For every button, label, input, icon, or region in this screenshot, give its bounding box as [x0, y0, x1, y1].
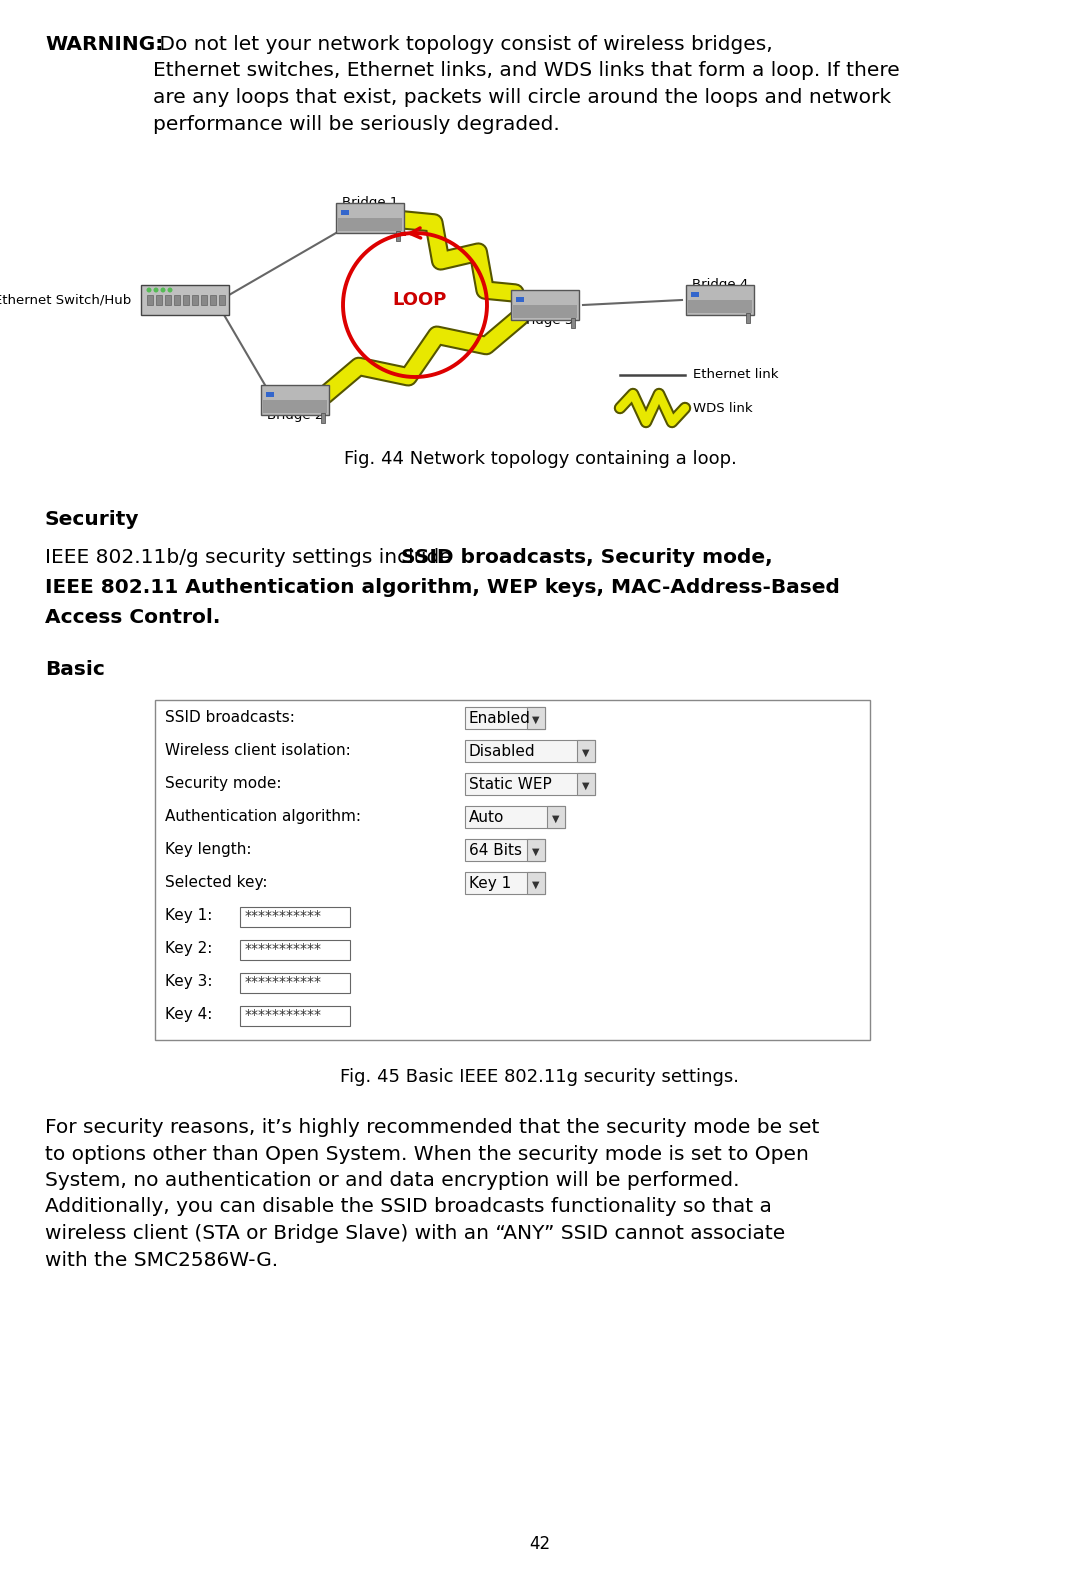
Text: Bridge 4: Bridge 4	[692, 278, 748, 290]
Text: ▼: ▼	[532, 714, 540, 725]
Text: ▼: ▼	[582, 747, 590, 758]
Text: SSID broadcasts:: SSID broadcasts:	[165, 710, 295, 725]
Text: Access Control.: Access Control.	[45, 608, 220, 626]
Bar	[546, 805, 565, 827]
Bar	[336, 203, 404, 232]
Text: ▼: ▼	[582, 780, 590, 791]
Bar	[527, 838, 545, 860]
Text: ▼: ▼	[552, 813, 559, 824]
Bar	[321, 413, 325, 422]
Text: Key 4:: Key 4:	[165, 1006, 213, 1022]
Text: Disabled: Disabled	[469, 744, 536, 758]
Bar	[261, 385, 329, 414]
Text: Key 1: Key 1	[469, 876, 511, 892]
Bar	[264, 399, 327, 413]
Text: Do not let your network topology consist of wireless bridges,
Ethernet switches,: Do not let your network topology consist…	[153, 35, 900, 133]
Bar	[341, 210, 349, 215]
Bar	[396, 231, 400, 242]
Bar	[465, 772, 595, 794]
Bar	[465, 739, 595, 761]
Text: Auto: Auto	[469, 810, 504, 824]
Text: Ethernet Switch/Hub: Ethernet Switch/Hub	[0, 294, 131, 306]
Circle shape	[153, 287, 159, 292]
Text: Bridge 2: Bridge 2	[267, 410, 323, 422]
Text: 42: 42	[529, 1535, 551, 1553]
Text: ▼: ▼	[532, 881, 540, 890]
Text: ***********: ***********	[245, 942, 322, 956]
Text: For security reasons, it’s highly recommended that the security mode be set
to o: For security reasons, it’s highly recomm…	[45, 1118, 820, 1270]
Text: ▼: ▼	[532, 846, 540, 857]
Bar	[688, 300, 752, 312]
Bar	[156, 700, 870, 1039]
Text: Fig. 45 Basic IEEE 802.11g security settings.: Fig. 45 Basic IEEE 802.11g security sett…	[340, 1068, 740, 1086]
Text: ***********: ***********	[245, 909, 322, 923]
Bar	[219, 295, 225, 305]
Text: 64 Bits: 64 Bits	[469, 843, 522, 857]
Bar	[465, 838, 545, 860]
Text: Basic: Basic	[45, 659, 105, 678]
Bar	[527, 706, 545, 728]
Text: Security mode:: Security mode:	[165, 776, 282, 791]
Bar	[686, 286, 754, 316]
Text: IEEE 802.11 Authentication algorithm, WEP keys, MAC-Address-Based: IEEE 802.11 Authentication algorithm, WE…	[45, 578, 840, 597]
Bar	[465, 871, 545, 893]
Text: IEEE 802.11b/g security settings include: IEEE 802.11b/g security settings include	[45, 548, 458, 567]
Bar	[183, 295, 189, 305]
Bar	[240, 907, 350, 926]
Text: SSID broadcasts, Security mode,: SSID broadcasts, Security mode,	[401, 548, 772, 567]
Text: ***********: ***********	[245, 1008, 322, 1022]
Bar	[192, 295, 198, 305]
Bar	[511, 290, 579, 320]
Bar	[240, 940, 350, 959]
Bar	[240, 1006, 350, 1027]
Bar	[746, 312, 750, 323]
Bar	[577, 772, 595, 794]
Text: Static WEP: Static WEP	[469, 777, 552, 791]
Circle shape	[147, 287, 151, 292]
Bar	[156, 295, 162, 305]
Bar	[201, 295, 207, 305]
Bar	[147, 295, 153, 305]
Text: Security: Security	[45, 510, 139, 529]
Bar	[527, 871, 545, 893]
Text: LOOP: LOOP	[393, 290, 447, 309]
Text: Enabled: Enabled	[469, 711, 531, 725]
Bar	[577, 739, 595, 761]
Bar	[465, 706, 545, 728]
Text: Bridge 1: Bridge 1	[341, 196, 399, 209]
Text: Wireless client isolation:: Wireless client isolation:	[165, 743, 351, 758]
Bar	[210, 295, 216, 305]
Text: Bridge 3: Bridge 3	[517, 314, 573, 327]
Text: Key length:: Key length:	[165, 842, 252, 857]
Bar	[691, 292, 699, 297]
Bar	[141, 286, 229, 316]
Bar	[338, 218, 402, 231]
Text: ***********: ***********	[245, 975, 322, 989]
Text: Key 2:: Key 2:	[165, 940, 213, 956]
Bar	[571, 319, 575, 328]
Bar	[516, 297, 524, 301]
Bar	[513, 305, 577, 319]
Bar	[165, 295, 171, 305]
Text: WDS link: WDS link	[693, 402, 753, 414]
Text: Key 3:: Key 3:	[165, 973, 213, 989]
Circle shape	[161, 287, 165, 292]
Bar	[240, 973, 350, 992]
Text: WARNING:: WARNING:	[45, 35, 163, 53]
Text: Ethernet link: Ethernet link	[693, 369, 779, 382]
Text: Authentication algorithm:: Authentication algorithm:	[165, 809, 361, 824]
Bar	[174, 295, 180, 305]
Bar	[465, 805, 565, 827]
Text: Fig. 44 Network topology containing a loop.: Fig. 44 Network topology containing a lo…	[343, 451, 737, 468]
Circle shape	[167, 287, 173, 292]
Text: Key 1:: Key 1:	[165, 907, 213, 923]
Text: Selected key:: Selected key:	[165, 874, 268, 890]
Bar	[266, 392, 274, 397]
